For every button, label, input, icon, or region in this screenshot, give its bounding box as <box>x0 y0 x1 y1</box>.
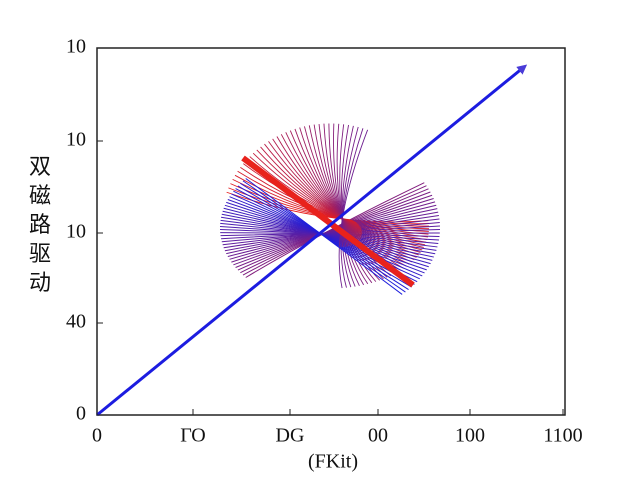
y-tick-label: 40 <box>66 311 86 333</box>
fan-curve <box>338 129 369 289</box>
x-axis-label: (FKit) <box>308 451 358 473</box>
x-tick-label: 1100 <box>543 425 582 447</box>
x-tick-label: 0 <box>92 425 102 447</box>
blue-arrow <box>96 64 528 417</box>
x-tick-label: 00 <box>368 425 388 447</box>
line-fan <box>219 123 441 295</box>
y-tick-label: 10 <box>66 36 86 58</box>
y-axis-label: 双 <box>29 155 51 180</box>
red-line <box>241 155 415 288</box>
x-tick-label: 100 <box>455 425 485 447</box>
y-axis-label: 动 <box>29 271 51 296</box>
y-tick-label: 0 <box>76 403 86 425</box>
fan-curve <box>245 178 403 295</box>
y-axis-label: 路 <box>29 213 51 238</box>
y-tick-label: 10 <box>66 221 86 243</box>
plot-frame <box>96 47 566 416</box>
x-tick-label: DG <box>276 425 305 447</box>
y-axis-label: 磁 <box>29 184 51 209</box>
x-tick-label: ГО <box>180 425 206 447</box>
fan-curve <box>228 187 429 225</box>
y-axis-label: 驱 <box>29 242 51 267</box>
y-tick-label: 10 <box>66 129 86 151</box>
